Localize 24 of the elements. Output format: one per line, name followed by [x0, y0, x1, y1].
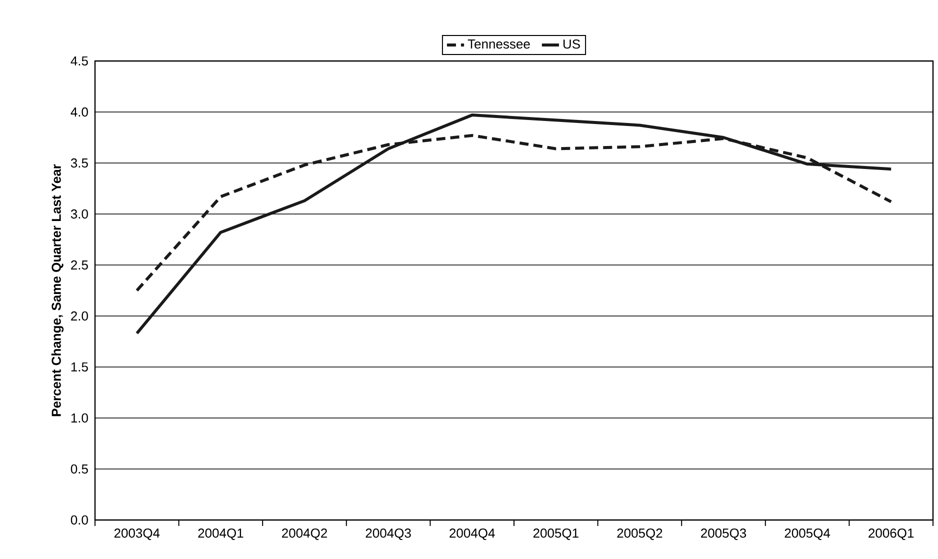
x-tick-label: 2005Q3 [701, 528, 746, 540]
x-tick-label: 2006Q1 [868, 528, 914, 540]
x-tick-label: 2004Q1 [198, 528, 244, 540]
x-tick-label: 2004Q3 [366, 528, 411, 540]
y-axis-title: Percent Change, Same Quarter Last Year [51, 164, 64, 416]
line-series [135, 114, 893, 335]
legend-label: US [563, 39, 580, 49]
y-tick-label: 0.0 [70, 515, 88, 525]
x-tick-label: 2003Q4 [114, 528, 160, 540]
y-tick-label: 2.5 [71, 260, 88, 270]
legend-label: Tennessee [468, 40, 530, 49]
y-tick-label: 3.0 [70, 209, 88, 219]
x-tick-label: 2005Q4 [784, 528, 830, 540]
y-tick-label: 0.5 [70, 464, 88, 474]
y-tick-label: 4.5 [70, 56, 88, 66]
y-tick-label: 4.0 [70, 107, 88, 117]
x-tick-label: 2004Q2 [282, 528, 327, 540]
x-tick-label: 2004Q4 [450, 528, 495, 540]
y-tick-label: 2.0 [71, 311, 88, 321]
x-tick-label: 2005Q2 [617, 528, 662, 540]
y-tick-label: 1.0 [71, 413, 88, 423]
x-tick-label: 2005Q1 [533, 528, 578, 540]
y-tick-label: 1.5 [71, 362, 88, 372]
y-tick-label: 3.5 [70, 158, 88, 168]
